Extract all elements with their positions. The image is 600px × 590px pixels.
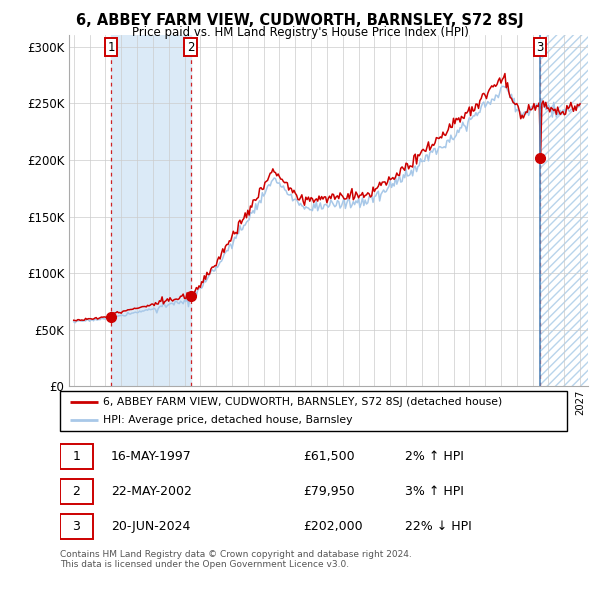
Text: £61,500: £61,500 bbox=[304, 450, 355, 463]
Text: £202,000: £202,000 bbox=[304, 520, 363, 533]
Text: 1: 1 bbox=[107, 41, 115, 54]
Text: 2: 2 bbox=[73, 484, 80, 498]
Text: Contains HM Land Registry data © Crown copyright and database right 2024.
This d: Contains HM Land Registry data © Crown c… bbox=[60, 550, 412, 569]
Text: 6, ABBEY FARM VIEW, CUDWORTH, BARNSLEY, S72 8SJ (detached house): 6, ABBEY FARM VIEW, CUDWORTH, BARNSLEY, … bbox=[103, 397, 502, 407]
Text: 2: 2 bbox=[187, 41, 194, 54]
Text: Price paid vs. HM Land Registry's House Price Index (HPI): Price paid vs. HM Land Registry's House … bbox=[131, 26, 469, 39]
Text: HPI: Average price, detached house, Barnsley: HPI: Average price, detached house, Barn… bbox=[103, 415, 353, 425]
FancyBboxPatch shape bbox=[60, 391, 567, 431]
Text: 22-MAY-2002: 22-MAY-2002 bbox=[111, 484, 191, 498]
Text: 6, ABBEY FARM VIEW, CUDWORTH, BARNSLEY, S72 8SJ: 6, ABBEY FARM VIEW, CUDWORTH, BARNSLEY, … bbox=[76, 13, 524, 28]
Text: 3% ↑ HPI: 3% ↑ HPI bbox=[405, 484, 464, 498]
Text: £79,950: £79,950 bbox=[304, 484, 355, 498]
Text: 3: 3 bbox=[73, 520, 80, 533]
Text: 2% ↑ HPI: 2% ↑ HPI bbox=[405, 450, 464, 463]
FancyBboxPatch shape bbox=[60, 478, 93, 504]
FancyBboxPatch shape bbox=[60, 513, 93, 539]
Bar bbox=[111, 35, 191, 386]
Text: 20-JUN-2024: 20-JUN-2024 bbox=[111, 520, 190, 533]
Bar bbox=[540, 35, 588, 386]
Text: 16-MAY-1997: 16-MAY-1997 bbox=[111, 450, 191, 463]
Text: 22% ↓ HPI: 22% ↓ HPI bbox=[405, 520, 472, 533]
Bar bbox=[540, 35, 588, 386]
FancyBboxPatch shape bbox=[60, 444, 93, 469]
Text: 3: 3 bbox=[536, 41, 544, 54]
Text: 1: 1 bbox=[73, 450, 80, 463]
